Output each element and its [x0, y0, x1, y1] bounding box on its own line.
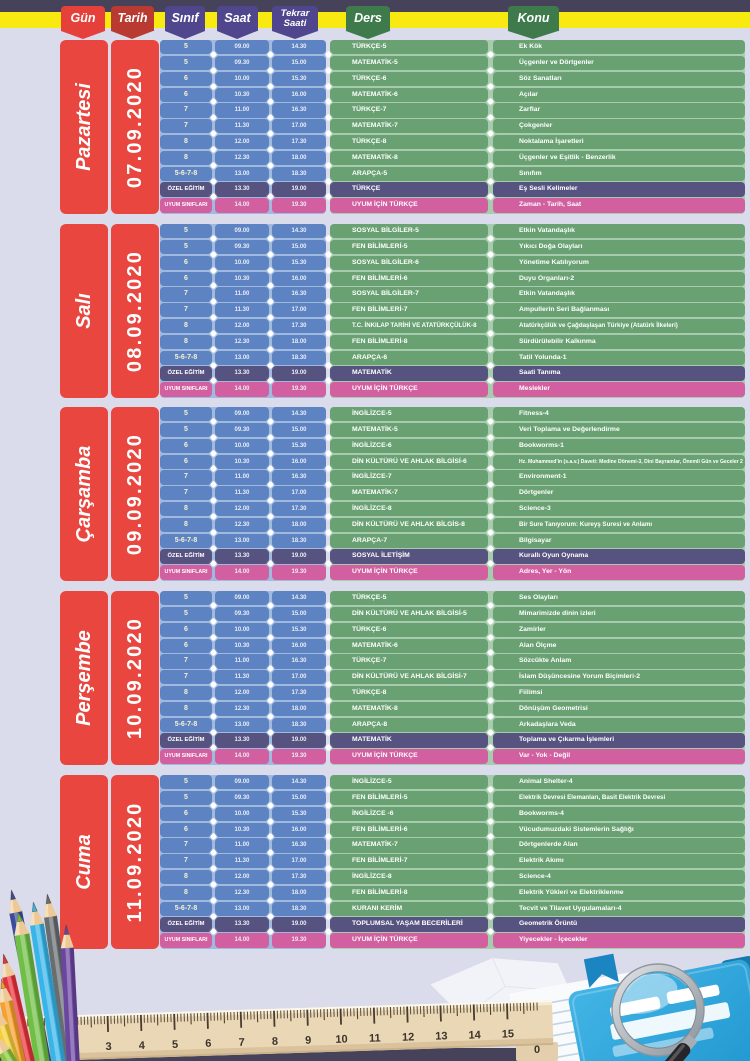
- svg-text:4: 4: [139, 1040, 146, 1052]
- svg-text:14: 14: [468, 1029, 481, 1041]
- svg-text:10: 10: [335, 1033, 348, 1045]
- svg-text:5: 5: [172, 1039, 178, 1051]
- svg-text:11: 11: [369, 1032, 381, 1044]
- svg-text:8: 8: [272, 1036, 278, 1048]
- svg-text:7: 7: [238, 1037, 244, 1049]
- svg-text:15: 15: [502, 1028, 515, 1040]
- svg-text:12: 12: [402, 1031, 415, 1043]
- svg-text:9: 9: [305, 1035, 311, 1047]
- svg-text:3: 3: [105, 1041, 111, 1053]
- svg-text:13: 13: [435, 1030, 448, 1042]
- svg-text:6: 6: [205, 1038, 211, 1050]
